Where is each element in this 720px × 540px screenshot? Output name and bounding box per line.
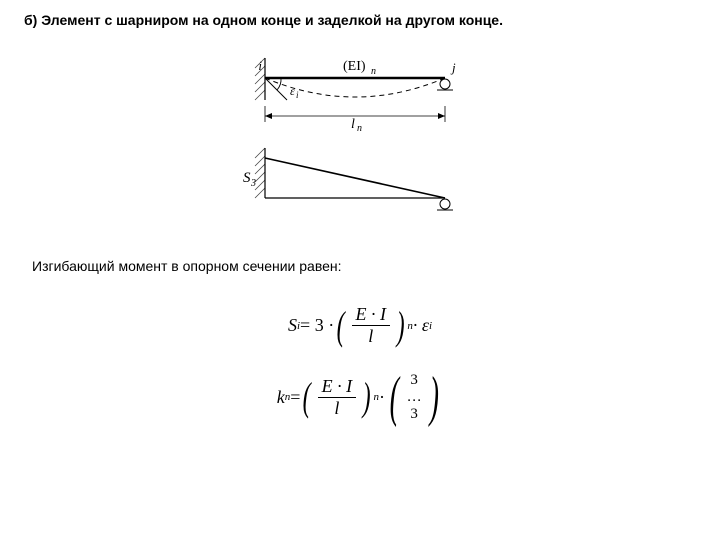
label-eps: ε [290,84,295,98]
equation-2: kn = ( E · I l )n · ( 3 … 3 ) [24,371,696,423]
vector: 3 … 3 [404,372,425,423]
equation-1: Si = 3 · ( E · I l )n · εi [24,304,696,347]
label-ln-sub: n [357,123,362,134]
label-ln: l [351,117,355,132]
beam-figure: i j (EI) n ε i l n S 3 [24,48,696,228]
label-ei-sub: n [371,66,376,77]
label-j: j [450,60,456,75]
subtext: Изгибающий момент в опорном сечении раве… [32,258,696,274]
label-eps-sub: i [296,90,299,100]
label-ei: (EI) [343,59,366,74]
heading: б) Элемент с шарниром на одном конце и з… [24,12,696,28]
label-s3: S [243,170,251,186]
label-s3-sub: 3 [250,178,256,189]
label-i: i [258,58,262,73]
